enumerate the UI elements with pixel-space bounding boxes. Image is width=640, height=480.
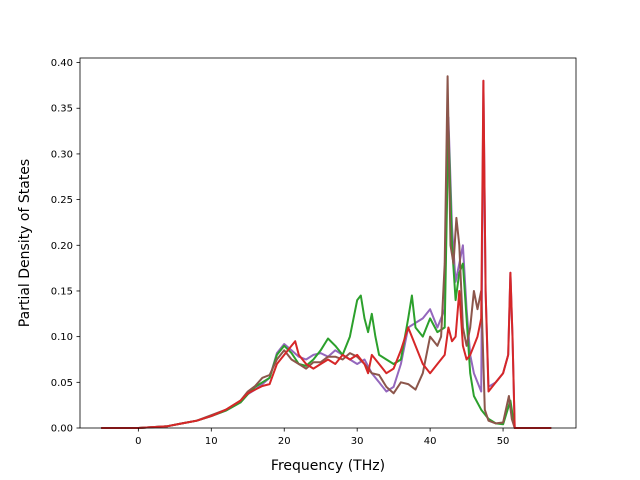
y-tick-label: 0.25 [51, 195, 73, 206]
y-axis-ticks: 0.00 0.05 0.10 0.15 0.20 0.25 0.30 0.35 0.40 [51, 58, 80, 435]
x-tick-label: 0 [135, 436, 141, 447]
series-layer [100, 75, 552, 429]
y-axis-label: Partial Density of States [17, 159, 33, 327]
y-tick-label: 0.40 [51, 58, 73, 69]
y-tick-label: 0.30 [51, 149, 73, 160]
x-tick-label: 30 [351, 436, 364, 447]
x-tick-label: 20 [278, 436, 291, 447]
x-axis-label: Frequency (THz) [271, 458, 385, 474]
pdos-series-line-4 [100, 79, 552, 429]
plot-frame [79, 57, 577, 429]
x-tick-label: 40 [424, 436, 437, 447]
y-tick-label: 0.05 [51, 378, 73, 389]
y-tick-label: 0.35 [51, 104, 73, 115]
y-tick-label: 0.00 [51, 424, 73, 435]
y-tick-label: 0.10 [51, 332, 73, 343]
x-axis-ticks: 0 10 20 30 40 50 [135, 428, 509, 447]
y-tick-label: 0.15 [51, 286, 73, 297]
x-tick-label: 10 [205, 436, 218, 447]
pdos-series-line-3 [100, 75, 552, 429]
y-tick-label: 0.20 [51, 241, 73, 252]
x-tick-label: 50 [497, 436, 510, 447]
